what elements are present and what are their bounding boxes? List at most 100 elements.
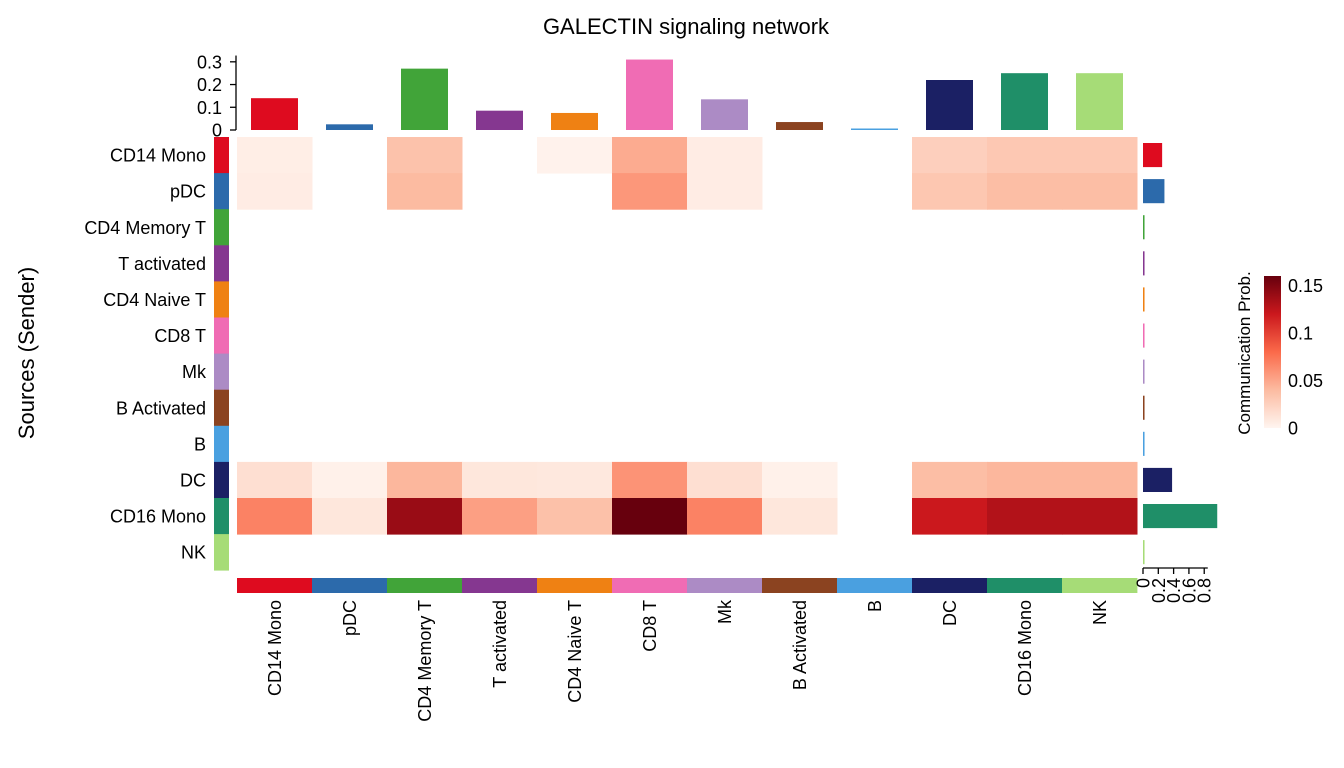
right-bar-cd4-naive-t — [1143, 287, 1145, 312]
chart-title: GALECTIN signaling network — [543, 14, 830, 39]
column-label-t-activated: T activated — [490, 600, 510, 688]
top-bar-t-activated — [476, 110, 523, 130]
heatmap-cell-cd14-mono-to-cd16-mono — [987, 137, 1063, 174]
heatmap-cell-cd14-mono-to-cd4-memory-t — [387, 137, 463, 174]
heatmap-cell-pdc-to-cd16-mono — [987, 173, 1063, 210]
right-bars-tick-label-0: 0 — [1134, 578, 1154, 588]
heatmap-cell-dc-to-dc — [912, 461, 988, 499]
row-label-mk: Mk — [182, 362, 207, 382]
row-annotation-cd16-mono — [214, 498, 229, 535]
column-label-dc: DC — [940, 600, 960, 626]
column-label-cd16-mono: CD16 Mono — [1015, 600, 1035, 696]
row-label-dc: DC — [180, 470, 206, 490]
heatmap-cell-dc-to-nk — [1062, 461, 1138, 499]
right-bars-tick-label-0-6: 0.6 — [1179, 578, 1199, 603]
row-label-nk: NK — [181, 543, 206, 563]
right-bar-t-activated — [1143, 251, 1145, 276]
heatmap-cell-cd16-mono-to-b-activated — [762, 498, 838, 535]
heatmap-cell-cd16-mono-to-dc — [912, 498, 988, 535]
heatmap-cell-dc-to-mk — [687, 461, 763, 499]
top-bar-cd8-t — [626, 59, 673, 130]
row-annotation-nk — [214, 534, 229, 571]
heatmap-cell-pdc-to-cd4-memory-t — [387, 173, 463, 210]
colorbar-tick-label-0-1: 0.1 — [1288, 324, 1313, 344]
top-bar-cd4-naive-t — [551, 112, 598, 130]
column-annotation-cd4-memory-t — [387, 578, 463, 593]
heatmap-cell-cd16-mono-to-nk — [1062, 498, 1138, 535]
colorbar-tick-label-0-05: 0.05 — [1288, 371, 1323, 391]
heatmap-cell-cd14-mono-to-cd8-t — [612, 137, 688, 174]
row-label-cd4-memory-t: CD4 Memory T — [84, 218, 206, 238]
column-label-b-activated: B Activated — [790, 600, 810, 690]
heatmap-cell-pdc-to-cd14-mono — [237, 173, 313, 210]
right-bar-b-activated — [1143, 395, 1145, 420]
row-label-cd14-mono: CD14 Mono — [110, 146, 206, 166]
top-bar-nk — [1076, 73, 1123, 130]
top-bar-b-activated — [776, 122, 823, 130]
right-bar-cd14-mono — [1143, 143, 1163, 168]
heatmap-cell-dc-to-cd4-memory-t — [387, 461, 463, 499]
heatmap-cell-pdc-to-cd8-t — [612, 173, 688, 210]
legend-title: Communication Prob. — [1235, 271, 1254, 434]
top-bars-layer: 0 0.1 0.2 0.3 — [197, 52, 1123, 141]
column-label-cd4-naive-t: CD4 Naive T — [565, 600, 585, 703]
row-annotation-cd4-memory-t — [214, 209, 229, 246]
y-axis-label: Sources (Sender) — [14, 267, 39, 439]
row-annotation-cd14-mono — [214, 137, 229, 174]
heatmap-cell-cd16-mono-to-cd4-naive-t — [537, 498, 613, 535]
row-label-cd16-mono: CD16 Mono — [110, 507, 206, 527]
row-annotation-t-activated — [214, 245, 229, 282]
heatmap-cell-cd16-mono-to-cd14-mono — [237, 498, 313, 535]
column-annotation-cd14-mono — [237, 578, 313, 593]
top-bars-tick-label-0-1: 0.1 — [197, 98, 222, 118]
column-annotation-cd16-mono — [987, 578, 1063, 593]
heatmap-cell-dc-to-cd4-naive-t — [537, 461, 613, 499]
heatmap-cell-cd14-mono-to-dc — [912, 137, 988, 174]
heatmap-cell-dc-to-pdc — [312, 461, 388, 499]
column-annotation-mk — [687, 578, 763, 593]
heatmap-cell-dc-to-b-activated — [762, 461, 838, 499]
row-annotation-b-activated — [214, 389, 229, 427]
row-annotation-cd4-naive-t — [214, 281, 229, 318]
row-annotation-b — [214, 425, 229, 463]
row-annotation-dc — [214, 461, 229, 499]
column-annotation-pdc — [312, 578, 388, 593]
colorbar-tick-label-0: 0 — [1288, 419, 1298, 439]
top-bars-tick-label-0-3: 0.3 — [197, 52, 222, 72]
top-bar-mk — [701, 99, 748, 130]
row-label-cd4-naive-t: CD4 Naive T — [103, 290, 206, 310]
row-label-pdc: pDC — [170, 182, 206, 202]
right-bars-tick-label-0-4: 0.4 — [1164, 578, 1184, 603]
right-bars-tick-label-0-2: 0.2 — [1149, 578, 1169, 603]
top-bar-cd16-mono — [1001, 73, 1048, 130]
right-bar-cd4-memory-t — [1143, 215, 1145, 240]
heatmap-cell-cd16-mono-to-cd8-t — [612, 498, 688, 535]
colorbar-gradient — [1264, 276, 1281, 428]
right-bar-b — [1143, 431, 1145, 456]
heatmap-cell-dc-to-cd8-t — [612, 461, 688, 499]
top-bar-cd14-mono — [251, 98, 298, 130]
heatmap-cell-cd14-mono-to-cd14-mono — [237, 137, 313, 174]
right-bar-cd16-mono — [1143, 504, 1218, 529]
heatmap-cell-pdc-to-dc — [912, 173, 988, 210]
right-bar-pdc — [1143, 179, 1165, 204]
row-annotation-pdc — [214, 173, 229, 210]
row-annotation-cd8-t — [214, 317, 229, 354]
heatmap-cell-pdc-to-nk — [1062, 173, 1138, 210]
column-label-cd14-mono: CD14 Mono — [265, 600, 285, 696]
column-annotation-b-activated — [762, 578, 838, 593]
heatmap-cell-dc-to-cd16-mono — [987, 461, 1063, 499]
heatmap-cell-dc-to-t-activated — [462, 461, 538, 499]
heatmap-cell-cd16-mono-to-cd16-mono — [987, 498, 1063, 535]
heatmap-cell-cd14-mono-to-cd4-naive-t — [537, 137, 613, 174]
row-annotation-layer: CD14 Mono pDC CD4 Memory T T activated CD4 N… — [84, 137, 229, 571]
top-bar-dc — [926, 80, 973, 130]
row-label-b-activated: B Activated — [116, 398, 206, 418]
column-annotation-b — [837, 578, 913, 593]
column-label-pdc: pDC — [340, 600, 360, 636]
colorbar-tick-label-0-15: 0.15 — [1288, 276, 1323, 296]
top-bar-cd4-memory-t — [401, 68, 448, 130]
column-annotation-cd4-naive-t — [537, 578, 613, 593]
column-label-b: B — [865, 600, 885, 612]
heatmap-cell-cd14-mono-to-mk — [687, 137, 763, 174]
